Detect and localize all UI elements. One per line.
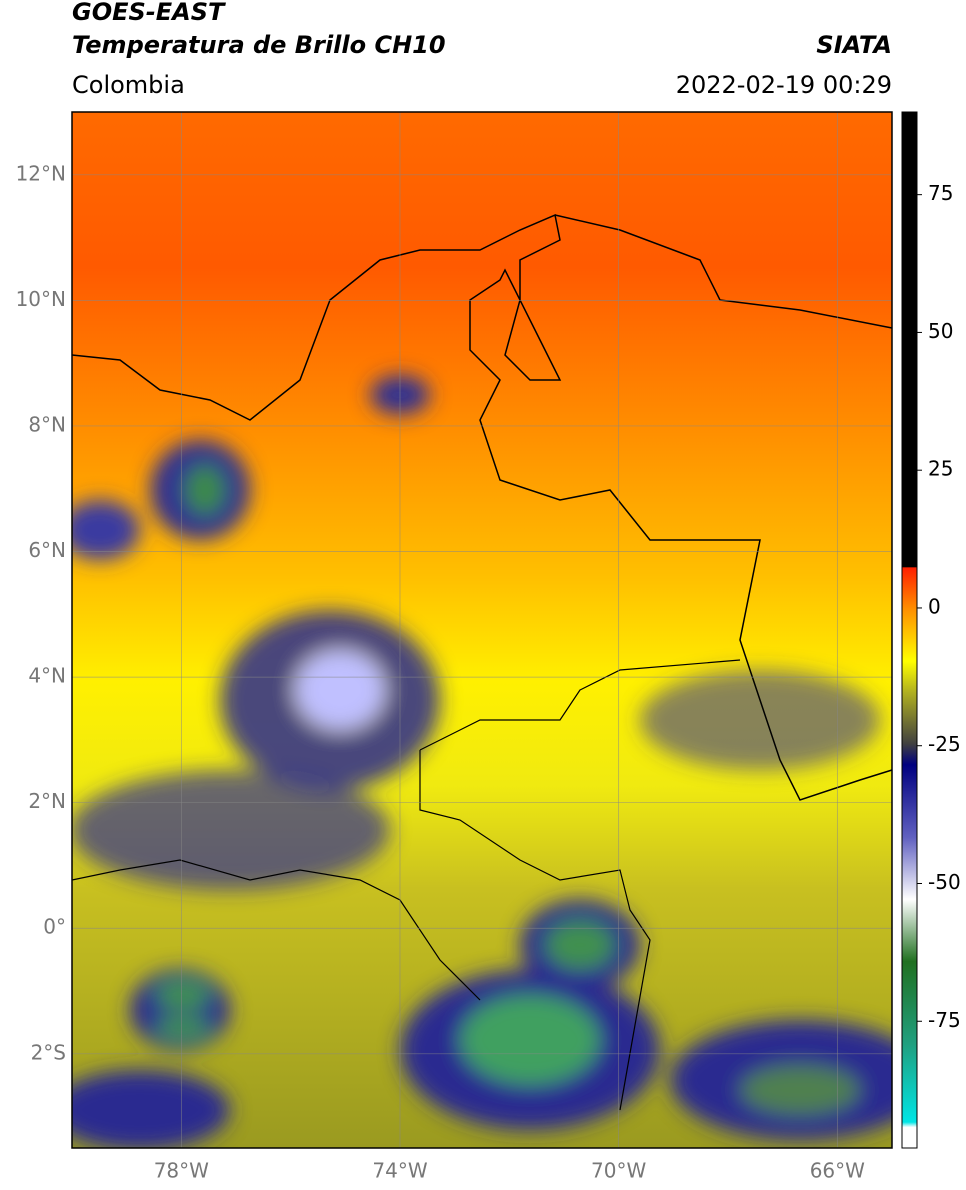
- lat-tick-label: 12°N: [16, 161, 66, 185]
- colorbar: [901, 111, 918, 1149]
- lat-tick-label: 0°: [43, 915, 66, 939]
- subtitle: Temperatura de Brillo CH10: [72, 31, 446, 59]
- lon-tick-label: 70°W: [591, 1159, 646, 1183]
- region: Colombia: [72, 71, 185, 99]
- lat-tick-label: 2°N: [28, 789, 66, 813]
- colorbar-tick-label: 0: [928, 594, 941, 618]
- borders: [72, 213, 892, 801]
- colorbar-tick-label: -75: [928, 1008, 961, 1032]
- lat-tick-label: 6°N: [28, 538, 66, 562]
- lat-tick-label: 8°N: [28, 412, 66, 436]
- colorbar-tick-label: -25: [928, 732, 961, 756]
- colorbar-tick-label: 50: [928, 319, 953, 343]
- datetime: 2022-02-19 00:29: [676, 71, 892, 99]
- source: SIATA: [816, 31, 892, 59]
- lat-tick-label: 4°N: [28, 664, 66, 688]
- colorbar-tick-label: 75: [928, 181, 953, 205]
- title: GOES-EAST: [72, 0, 226, 26]
- lat-tick-label: 2°S: [31, 1040, 66, 1064]
- lon-tick-label: 66°W: [810, 1159, 865, 1183]
- map-frame: [71, 111, 893, 1149]
- colorbar-tick-label: 25: [928, 457, 953, 481]
- grid: [72, 112, 892, 1148]
- colorbar-tick-label: -50: [928, 870, 961, 894]
- lon-tick-label: 74°W: [372, 1159, 427, 1183]
- coastline: [554, 214, 892, 329]
- lon-tick-label: 78°W: [154, 1159, 209, 1183]
- clouds: [72, 375, 892, 1148]
- map-image: [72, 112, 892, 1148]
- map-background: [72, 112, 892, 1148]
- borders: [72, 659, 741, 1111]
- lat-tick-label: 10°N: [16, 287, 66, 311]
